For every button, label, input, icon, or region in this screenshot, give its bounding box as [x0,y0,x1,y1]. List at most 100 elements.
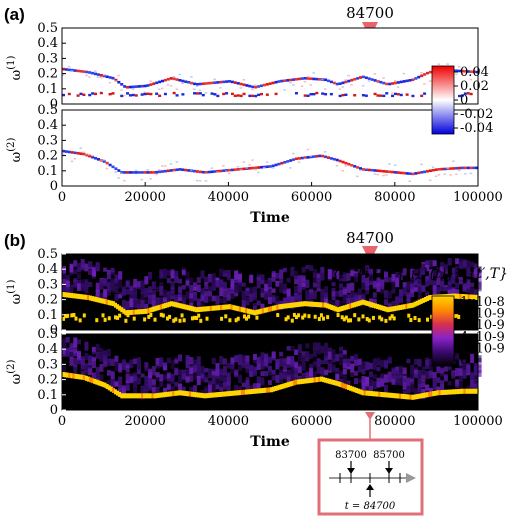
heatmap-cell [108,76,112,79]
heatmap-cell [216,94,220,98]
heatmap-cell [106,380,111,386]
heatmap-cell [339,355,344,366]
ytick-label: 0.3 [37,51,58,66]
heatmap-cell [379,169,383,173]
heatmap-cell [193,359,198,368]
heatmap-cell [318,154,322,158]
heatmap-cell [440,266,445,272]
heatmap-cell [178,390,182,396]
heatmap-cell [282,267,287,273]
heatmap-cell [234,291,239,297]
xtick-label: 0 [58,414,66,429]
heatmap-cell [264,293,269,300]
heatmap-cell [88,76,91,78]
heatmap-cell [76,351,81,359]
heatmap-cell [117,177,120,179]
heatmap-cell [420,74,424,78]
heatmap-cell [450,389,454,395]
heatmap-cell [391,170,395,174]
heatmap-cell [373,169,377,172]
heatmap-cell [396,305,400,311]
heatmap-cell [201,170,205,174]
heatmap-cell [226,362,231,369]
heatmap-cell [395,376,400,386]
heatmap-cell [406,385,411,394]
heatmap-cell [434,175,438,177]
heatmap-cell [317,317,321,322]
heatmap-cell [292,84,295,86]
heatmap-cell [339,346,344,352]
heatmap-cell [384,392,388,398]
heatmap-cell [62,338,66,347]
heatmap-cell [170,287,175,295]
heatmap-cell [256,376,261,387]
heatmap-cell [271,288,276,293]
heatmap-cell [260,288,265,294]
heatmap-cell [169,77,173,80]
heatmap-cell [185,280,190,286]
heatmap-cell [428,80,432,82]
heatmap-cell [324,93,328,96]
heatmap-cell [305,351,310,358]
heatmap-cell [411,78,415,82]
heatmap-cell [408,180,412,183]
heatmap-cell [320,266,325,277]
heatmap-cell [178,168,182,171]
heatmap-cell [294,77,298,81]
heatmap-cell [62,279,66,286]
heatmap-cell [267,288,272,297]
heatmap-cell [149,393,153,399]
heatmap-cell [359,169,362,171]
heatmap-cell [315,302,319,308]
heatmap-cell [361,75,365,79]
ytick-label: 0.5 [37,103,58,118]
heatmap-cell [385,92,389,95]
heatmap-cell [346,294,351,304]
heatmap-cell [236,390,240,396]
heatmap-cell [419,298,423,304]
heatmap-cell [185,355,190,365]
heatmap-cell [222,304,226,310]
heatmap-cell [101,298,105,304]
heatmap-cell [148,379,153,389]
heatmap-cell [116,315,120,320]
heatmap-cell [196,356,201,364]
heatmap-cell [193,294,198,300]
heatmap-cell [254,168,257,171]
heatmap-cell [320,288,325,299]
heatmap-cell [76,374,80,380]
heatmap-cell [143,317,147,322]
heatmap-cell [73,278,78,283]
heatmap-cell [423,170,427,174]
heatmap-cell [470,287,475,296]
heatmap-cell [68,292,72,298]
heatmap-cell [341,160,345,164]
heatmap-cell [361,94,365,97]
heatmap-cell [80,356,85,364]
heatmap-cell [440,367,445,374]
heatmap-cell [477,276,482,285]
heatmap-cell [178,73,181,76]
heatmap-cell [353,77,357,81]
heatmap-cell [242,79,246,81]
colorbar-tick-label: 0.02 [460,79,489,94]
colorbar-tick-label: 2x10-9 [460,341,505,356]
heatmap-cell [216,81,220,84]
heatmap-cell [417,386,422,393]
heatmap-cell [161,79,165,83]
heatmap-cell [190,76,193,78]
heatmap-cell [143,308,147,314]
heatmap-cell [303,313,307,318]
heatmap-cell [207,170,211,174]
heatmap-cell [195,315,199,320]
heatmap-cell [181,294,186,300]
heatmap-cell [145,393,149,399]
heatmap-cell [114,315,117,320]
heatmap-cell [68,372,72,378]
heatmap-cell [372,358,377,364]
inset-pointer [365,412,375,420]
heatmap-cell [204,171,208,174]
heatmap-cell [151,379,156,386]
heatmap-cell [271,272,276,282]
heatmap-cell [168,301,172,307]
